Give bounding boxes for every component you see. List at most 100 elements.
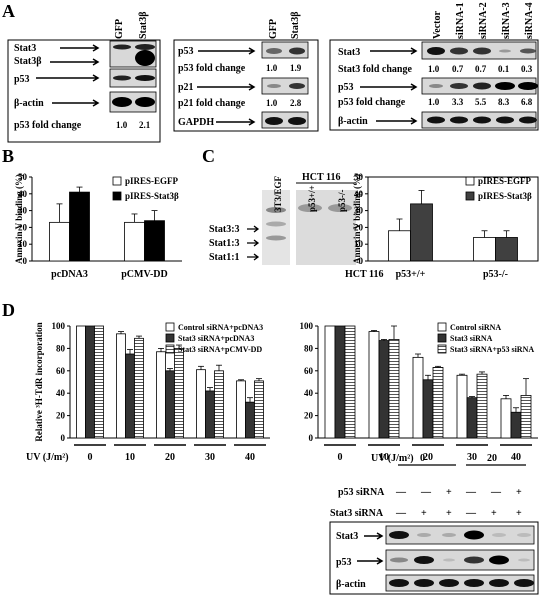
legend-swatch <box>165 322 175 332</box>
fold-label: p21 fold change <box>178 98 246 109</box>
sirna-sign: — <box>465 508 477 519</box>
fold-value: 2.1 <box>139 120 151 130</box>
legend-label: pIRES-EGFP <box>125 176 179 186</box>
bar <box>500 398 512 439</box>
y-tick-label: 20 <box>304 411 314 421</box>
bar <box>520 395 532 439</box>
y-tick-label: 40 <box>56 388 66 398</box>
category-label: 30 <box>467 452 477 463</box>
bar <box>495 237 518 262</box>
legend-label: pIRES-Stat3β <box>125 191 179 201</box>
y-tick-label: 40 <box>304 388 314 398</box>
column-label: siRNA-2 <box>478 2 489 39</box>
column-label: siRNA-1 <box>455 2 466 39</box>
uv-group: 20 <box>487 453 497 464</box>
row-label: Stat3β <box>14 56 42 67</box>
row-label: p21 <box>178 82 194 93</box>
bar <box>412 356 424 439</box>
bar <box>254 380 264 439</box>
category-label: 10 <box>379 452 389 463</box>
bar <box>134 337 144 439</box>
y-tick-label: 0 <box>359 256 364 266</box>
y-tick-label: 30 <box>18 206 28 216</box>
fold-value: 0.3 <box>521 64 533 74</box>
bar <box>388 339 400 439</box>
fold-label: p53 fold change <box>178 63 246 74</box>
bar <box>156 351 166 439</box>
legend-label: Control siRNA+pcDNA3 <box>178 323 263 332</box>
fold-label: Stat3 fold change <box>338 64 412 75</box>
fold-value: 1.0 <box>116 120 128 130</box>
panel-d-blot: UV (J/m²) 0 20 p53 siRNA Stat3 siRNA — —… <box>329 453 539 595</box>
lane-label: p53-/- <box>337 189 347 212</box>
row-label: β-actin <box>336 579 366 590</box>
bar <box>368 331 380 439</box>
bar <box>94 325 104 439</box>
category-label: pcDNA3 <box>51 269 88 280</box>
bar <box>388 230 411 262</box>
legend-swatch <box>112 176 122 186</box>
fold-value: 5.5 <box>475 97 487 107</box>
sirna-sign: + <box>446 487 452 498</box>
panel-a-middle-blot: GFP Stat3β p53 p53 fold change 1.0 1.9 p… <box>173 12 319 132</box>
row-label: GAPDH <box>178 117 214 128</box>
y-tick-label: 60 <box>56 366 66 376</box>
bar <box>49 221 70 262</box>
category-label: 0 <box>338 452 343 463</box>
column-label: Vector <box>432 10 443 39</box>
uv-group: 0 <box>420 453 425 464</box>
y-tick-label: 30 <box>354 206 364 216</box>
y-tick-label: 100 <box>52 321 66 331</box>
bar <box>236 380 246 439</box>
row-label: Stat3 <box>14 43 36 54</box>
bar <box>116 333 126 439</box>
legend-swatch <box>465 176 475 186</box>
legend-swatch <box>112 191 122 201</box>
bar <box>165 370 175 439</box>
lane-label: 3T3/EGF <box>273 175 283 212</box>
fold-value: 6.8 <box>521 97 533 107</box>
fold-value: 0.1 <box>498 64 510 74</box>
panel-letter-a: A <box>2 1 15 21</box>
category-label: p53+/+ <box>396 269 426 280</box>
bar <box>69 191 90 262</box>
y-axis-label: Relative ³H-TdR incorporation <box>34 322 44 441</box>
bar <box>344 325 356 439</box>
sirna-sign: — <box>420 487 432 498</box>
bar <box>205 390 215 439</box>
row-label: β-actin <box>338 116 368 127</box>
fold-value: 1.0 <box>428 97 440 107</box>
y-axis-label: Annexin V binding (%) <box>352 174 362 264</box>
row-label: β-actin <box>14 98 44 109</box>
plot-frame <box>367 176 539 262</box>
legend-swatch <box>437 322 447 332</box>
panel-a-right-blot: Vector siRNA-1 siRNA-2 siRNA-3 siRNA-4 S… <box>329 2 539 131</box>
fold-value: 3.3 <box>452 97 464 107</box>
legend-label: pIRES-Stat3β <box>478 191 532 201</box>
sirna-sign: — <box>490 487 502 498</box>
category-label: 40 <box>245 452 255 463</box>
sirna-sign: + <box>421 508 427 519</box>
y-tick-label: 50 <box>18 172 28 182</box>
bar <box>410 203 433 262</box>
row-label: Stat3 <box>336 531 358 542</box>
fold-value: 1.0 <box>266 98 278 108</box>
sirna-row-label: Stat3 siRNA <box>330 508 384 519</box>
y-tick-label: 100 <box>300 321 314 331</box>
sirna-sign: — <box>395 508 407 519</box>
y-tick-label: 20 <box>56 411 66 421</box>
y-tick-label: 0 <box>23 256 28 266</box>
bar <box>334 325 346 439</box>
bar <box>476 373 488 439</box>
column-label: siRNA-3 <box>501 2 512 39</box>
row-label: p53 <box>14 74 30 85</box>
bar <box>473 237 496 262</box>
fold-value: 0.7 <box>452 64 464 74</box>
fold-value: 8.3 <box>498 97 510 107</box>
legend-label: Stat3 siRNA+pcDNA3 <box>178 334 254 343</box>
